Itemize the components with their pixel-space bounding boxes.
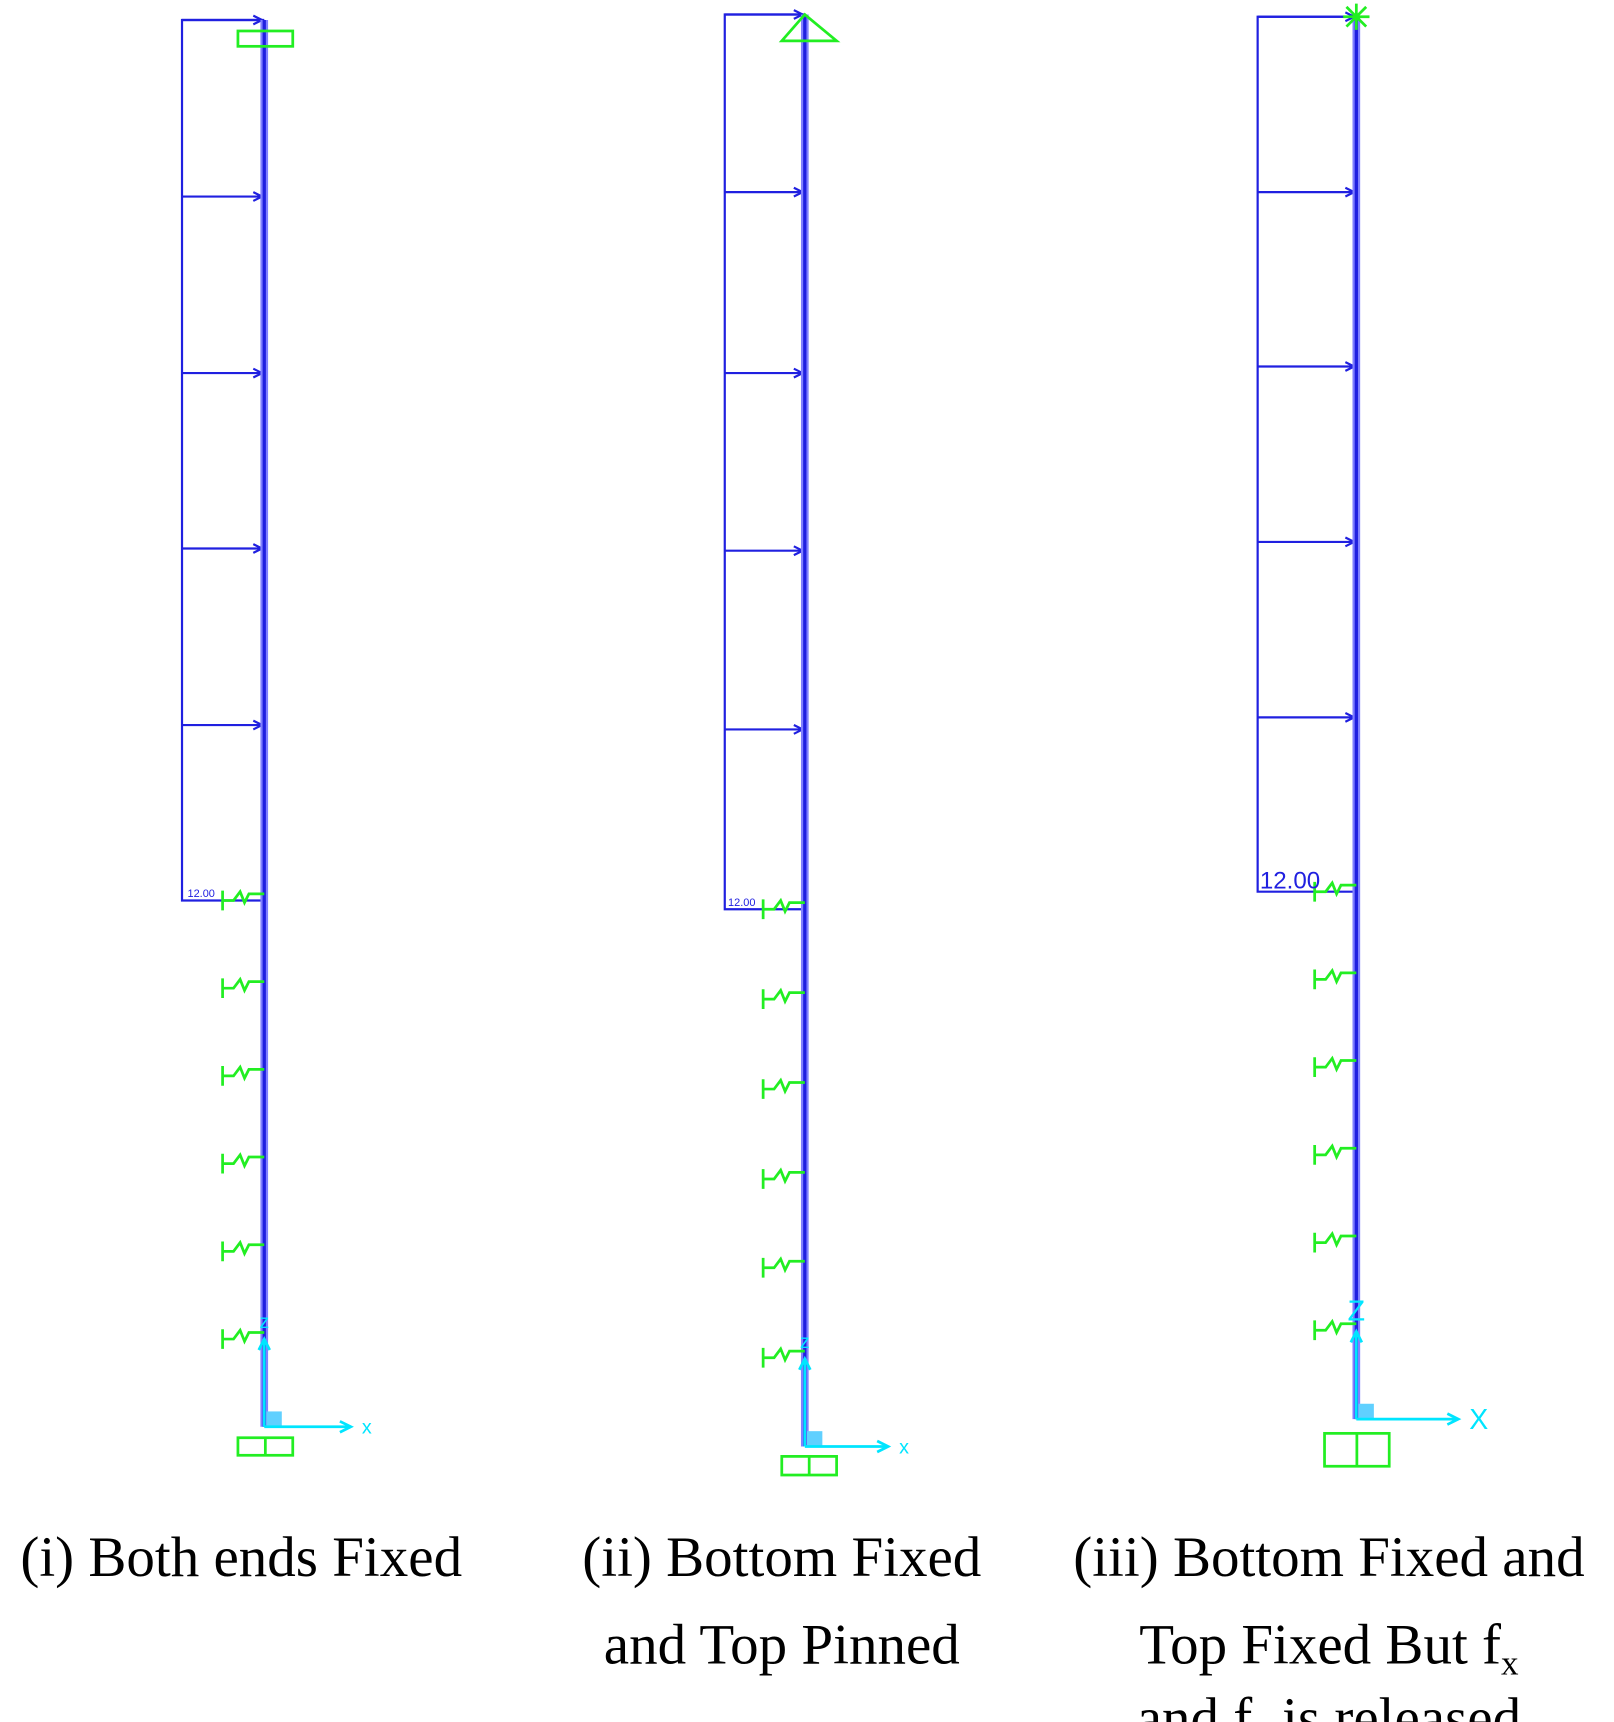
- caption-text: and Top Pinned: [604, 1614, 960, 1677]
- caption-subscript: x: [1501, 1644, 1519, 1683]
- caption-text: Top Fixed But f: [1139, 1614, 1501, 1677]
- load-label: 12.00: [187, 888, 214, 900]
- axis-x-head: [1446, 1412, 1462, 1426]
- load-label: 12.00: [1260, 867, 1320, 894]
- origin-marker: [807, 1431, 823, 1447]
- axis-x-label: x: [362, 1417, 372, 1439]
- pin-support: [778, 12, 841, 43]
- spring: [221, 976, 265, 999]
- caption-text: is released: [1268, 1687, 1521, 1722]
- spring: [761, 1077, 805, 1099]
- axis-z-head: [798, 1355, 812, 1371]
- caption-line: Top Fixed But fx: [1139, 1614, 1519, 1683]
- released-support: [1343, 3, 1370, 30]
- axis-z-head: [1349, 1328, 1364, 1343]
- origin-marker: [266, 1411, 282, 1427]
- caption-text: (i) Both ends Fixed: [20, 1526, 462, 1589]
- caption-line: and Top Pinned: [604, 1614, 960, 1677]
- spring: [221, 1064, 265, 1086]
- spring: [1313, 1231, 1357, 1253]
- axis-z-label: Z: [1348, 1295, 1365, 1327]
- load-outline: [1256, 15, 1357, 893]
- fixed-support: [236, 29, 295, 48]
- caption-line: (iii) Bottom Fixed and: [1073, 1526, 1584, 1589]
- caption-subscript: z: [1252, 1717, 1268, 1722]
- axis-z-label: z: [259, 1311, 269, 1333]
- spring: [1313, 880, 1357, 902]
- spring: [761, 1346, 805, 1368]
- spring: [761, 987, 805, 1010]
- axis-x-label: X: [1469, 1404, 1488, 1436]
- spring: [761, 1256, 805, 1278]
- spring: [221, 1327, 265, 1349]
- axis-z-label: z: [800, 1331, 810, 1353]
- spring: [1313, 1055, 1357, 1078]
- spring: [1313, 967, 1357, 990]
- spring: [761, 1167, 805, 1189]
- caption-text: (ii) Bottom Fixed: [582, 1526, 981, 1589]
- spring: [221, 1239, 265, 1262]
- axis-x-head: [339, 1420, 354, 1434]
- load-outline: [723, 13, 805, 911]
- caption-line: (i) Both ends Fixed: [20, 1526, 462, 1589]
- caption-text: and f: [1137, 1687, 1253, 1722]
- caption-line: and fz is released: [1137, 1687, 1521, 1722]
- spring: [1313, 1143, 1357, 1165]
- spring: [221, 888, 265, 911]
- load-outline: [180, 18, 265, 902]
- spring: [761, 897, 805, 920]
- axis-x-label: x: [899, 1436, 909, 1458]
- axis-x-head: [876, 1439, 892, 1454]
- spring: [221, 1152, 265, 1174]
- caption-text: (iii) Bottom Fixed and: [1073, 1526, 1584, 1589]
- origin-marker: [1358, 1403, 1374, 1420]
- caption-line: (ii) Bottom Fixed: [582, 1526, 981, 1589]
- axis-z-head: [257, 1335, 271, 1351]
- spring: [1313, 1318, 1357, 1341]
- load-label: 12.00: [728, 897, 755, 909]
